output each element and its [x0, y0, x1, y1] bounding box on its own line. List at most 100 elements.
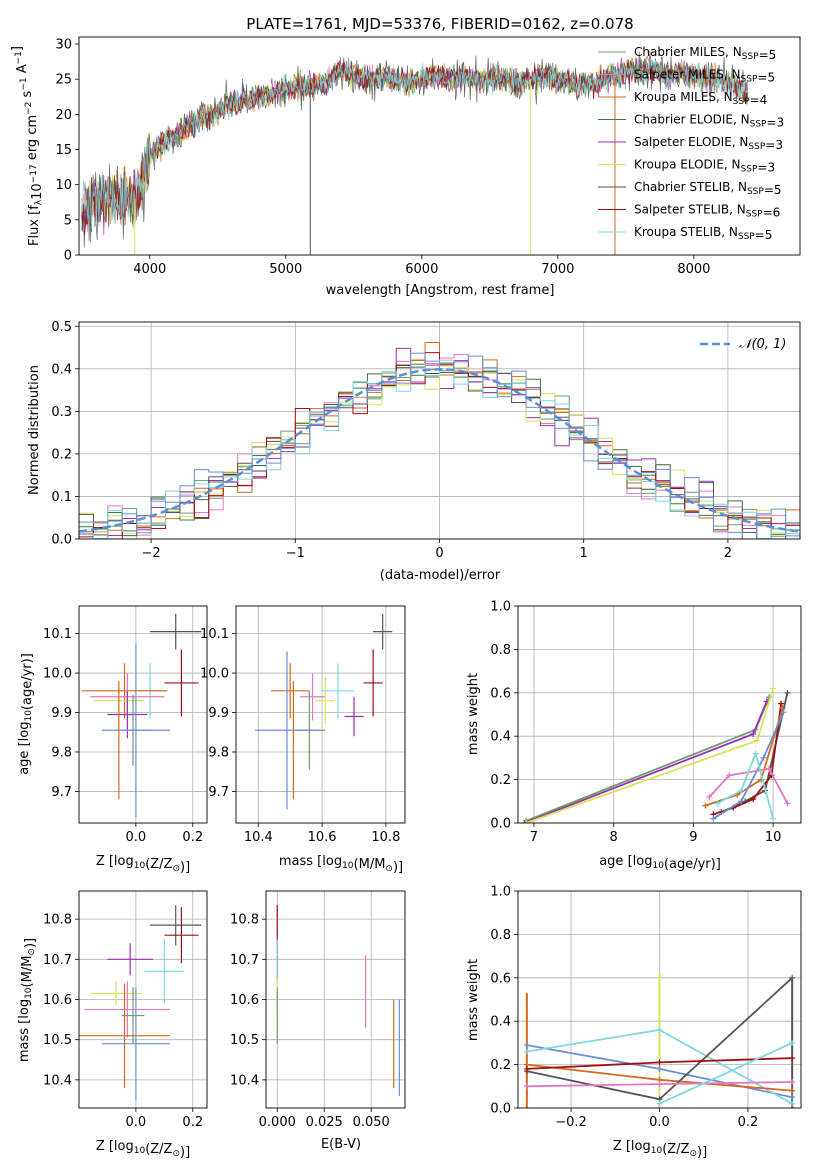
y-tick-label: 1.0	[490, 885, 511, 900]
y-tick-label: 10.6	[43, 993, 72, 1008]
label-part: Chabrier MILES, N	[634, 45, 742, 59]
y-tick-label: 30	[55, 38, 72, 53]
y-axis-label: mass weight	[466, 959, 481, 1041]
data-marker	[523, 1042, 530, 1049]
label-part: )]	[23, 938, 38, 948]
label-part: SSP	[733, 97, 750, 107]
label-part: 10	[24, 987, 34, 999]
data-marker	[754, 737, 761, 744]
label-part: =3	[766, 116, 784, 130]
data-marker	[726, 772, 733, 779]
label-part: Z [log	[613, 1139, 651, 1154]
label-part: s	[20, 90, 35, 101]
residuals-axes: −2 −1 0 1 2 0.0 0.1 0.2 0.3 0.4 0.5 𝒩(0, 1) (data-mo…	[27, 320, 801, 583]
data-marker	[750, 796, 757, 803]
x-axis-label: Z [log10(Z/Z⊙)]	[96, 854, 190, 875]
data-marker	[656, 1059, 663, 1066]
label-part: =3	[757, 161, 775, 175]
x-tick-label: 0.050	[353, 1115, 390, 1130]
x-tick-label: 0	[435, 546, 443, 561]
label-part: SSP	[748, 142, 765, 152]
data-marker	[750, 731, 757, 738]
mass-vs-metallicity-axes: 0.0 0.210.410.510.610.710.8Z [log10(Z/Z⊙)…	[17, 890, 208, 1160]
label-part: =5	[759, 48, 777, 62]
label-part: SSP	[742, 52, 759, 62]
mass-weight-line	[716, 750, 774, 819]
x-tick-label: 10.8	[371, 830, 400, 845]
label-part: (age/yr)]	[664, 857, 721, 872]
data-marker	[521, 820, 528, 823]
x-tick-label: 0.0	[126, 1115, 147, 1130]
label-part: −1	[14, 51, 24, 64]
label-part: mass [log	[17, 999, 32, 1062]
data-marker	[784, 689, 791, 696]
label-part: Flux [f	[27, 205, 42, 246]
y-tick-label: 0.2	[51, 447, 72, 462]
x-tick-label: 0.0	[649, 1115, 670, 1130]
label-part: ]	[10, 46, 25, 51]
data-marker	[789, 1087, 796, 1094]
label-part: −17	[29, 164, 39, 183]
label-part: mass [log	[279, 854, 342, 869]
label-part: 10	[30, 183, 45, 200]
legend-label: Salpeter ELODIE, NSSP=3	[634, 135, 783, 152]
plot-content	[518, 606, 801, 823]
y-axis-label: mass weight	[466, 673, 481, 755]
label-part: A	[15, 64, 30, 77]
y-tick-label: 0.6	[490, 971, 511, 986]
y-tick-label: 5	[64, 213, 72, 228]
label-part: SSP	[746, 210, 763, 220]
label-part: 10	[342, 861, 354, 871]
y-tick-label: 9.9	[208, 706, 229, 721]
data-marker	[789, 1039, 796, 1046]
label-part: ⊙	[172, 1149, 180, 1159]
label-part: =5	[764, 183, 782, 197]
legend-label: Chabrier STELIB, NSSP=5	[634, 180, 782, 197]
x-tick-label: 0.2	[738, 1115, 759, 1130]
y-tick-label: 10.1	[200, 627, 229, 642]
label-part: Kroupa MILES, N	[634, 90, 733, 104]
label-part: SSP	[750, 120, 767, 130]
x-tick-label: −1	[286, 546, 305, 561]
y-tick-label: 10.8	[43, 913, 72, 928]
label-part: 10	[24, 710, 34, 722]
label-part: )]	[697, 1145, 707, 1160]
y-tick-label: 10.4	[43, 1073, 72, 1088]
label-part: Salpeter MILES, N	[634, 68, 741, 82]
label-part: ⊙	[172, 864, 180, 874]
data-marker	[656, 1100, 663, 1107]
label-part: =3	[765, 138, 783, 152]
legend-label: Salpeter STELIB, NSSP=6	[634, 203, 780, 220]
label-part: age [log	[599, 854, 652, 869]
x-tick-label: 10	[765, 830, 782, 845]
label-part: =5	[757, 71, 775, 85]
x-tick-label: 0.2	[182, 830, 203, 845]
histogram-step	[79, 352, 800, 539]
data-marker	[789, 1078, 796, 1085]
y-tick-label: 0.1	[51, 490, 72, 505]
label-part: Normed distribution	[27, 365, 42, 495]
y-tick-label: 10.5	[43, 1033, 72, 1048]
y-tick-label: 10.8	[230, 913, 259, 928]
label-part: λ	[34, 199, 44, 205]
y-tick-label: 9.7	[51, 785, 72, 800]
y-tick-label: 0.4	[490, 1015, 511, 1030]
label-part: erg cm	[25, 115, 40, 164]
label-part: (Z/Z	[145, 1142, 172, 1157]
y-tick-label: 0.3	[51, 405, 72, 420]
data-marker	[779, 704, 786, 711]
x-tick-label: 9	[689, 830, 697, 845]
axes-frame	[517, 605, 802, 824]
data-marker	[780, 709, 787, 716]
axes-frame	[517, 890, 802, 1109]
axes-frame	[78, 321, 801, 540]
y-tick-label: 10.6	[230, 993, 259, 1008]
y-tick-label: 0.0	[490, 1102, 511, 1117]
mass-weight-vs-metallicity-axes: −0.2 0.0 0.2 0.0 0.2 0.4 0.6 0.8 1.0 Z [log10(Z/Z…	[466, 885, 802, 1160]
y-tick-label: 20	[55, 108, 72, 123]
data-marker	[522, 820, 529, 823]
y-tick-label: 10.1	[43, 627, 72, 642]
histogram-step	[79, 352, 800, 539]
label-part: ⊙	[385, 864, 393, 874]
